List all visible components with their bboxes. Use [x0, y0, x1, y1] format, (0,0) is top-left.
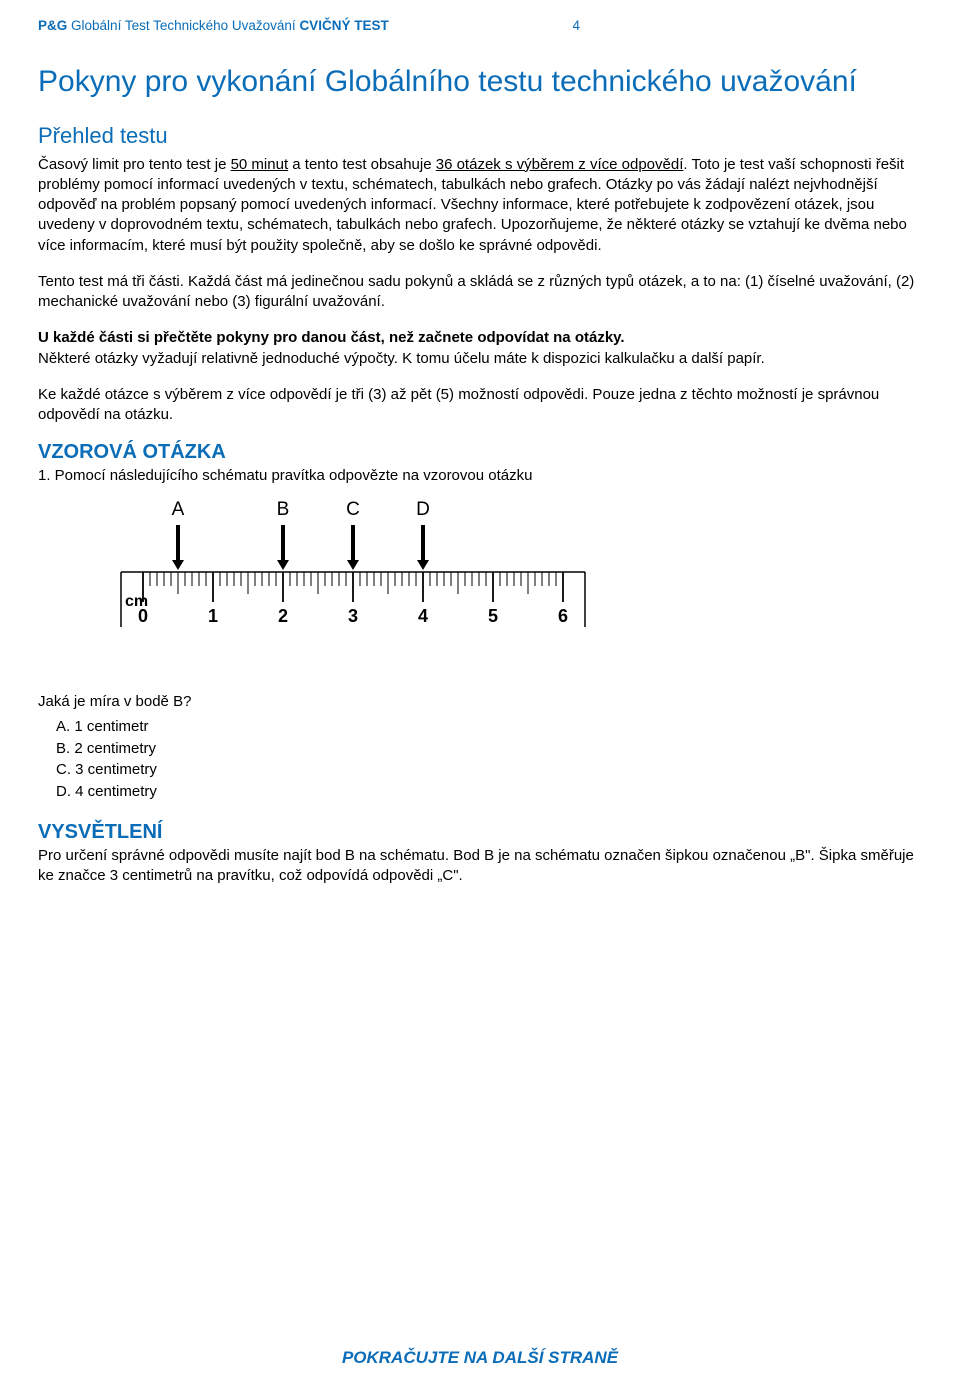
- intro-paragraph-2: Tento test má tři části. Každá část má j…: [38, 272, 922, 313]
- underline-questions: 36 otázek s výběrem z více odpovědí: [436, 156, 684, 173]
- sample-question: Jaká je míra v bodě B?: [38, 692, 922, 712]
- svg-text:D: D: [416, 499, 430, 520]
- explanation-text: Pro určení správné odpovědi musíte najít…: [38, 846, 922, 887]
- intro-paragraph-4: Ke každé otázce s výběrem z více odpověd…: [38, 385, 922, 426]
- answer-a: A. 1 centimetr: [56, 716, 922, 738]
- intro-paragraph-3: U každé části si přečtěte pokyny pro dan…: [38, 328, 922, 369]
- svg-text:1: 1: [208, 606, 218, 626]
- sample-heading: VZOROVÁ OTÁZKA: [38, 441, 922, 464]
- header-suffix: CVIČNÝ TEST: [299, 18, 388, 33]
- svg-text:C: C: [346, 499, 360, 520]
- svg-text:cm: cm: [125, 593, 148, 610]
- header-prefix: P&G: [38, 18, 67, 33]
- section-subtitle: Přehled testu: [38, 123, 922, 149]
- text-span: Časový limit pro tento test je: [38, 156, 231, 173]
- page-number: 4: [572, 18, 580, 33]
- explanation-heading: VYSVĚTLENÍ: [38, 821, 922, 844]
- svg-text:5: 5: [488, 606, 498, 626]
- header-mid: Globální Test Technického Uvažování: [71, 18, 296, 33]
- svg-text:2: 2: [278, 606, 288, 626]
- svg-text:A: A: [172, 499, 185, 520]
- svg-text:4: 4: [418, 606, 428, 626]
- ruler-diagram: 0123456cmABCD: [88, 497, 922, 647]
- answer-options: A. 1 centimetr B. 2 centimetry C. 3 cent…: [56, 716, 922, 803]
- text-span: Některé otázky vyžadují relativně jednod…: [38, 350, 765, 367]
- page-footer: POKRAČUJTE NA DALŠÍ STRANĚ: [38, 1348, 922, 1368]
- answer-d: D. 4 centimetry: [56, 781, 922, 803]
- intro-paragraph-1: Časový limit pro tento test je 50 minut …: [38, 155, 922, 256]
- sample-instruction: 1. Pomocí následujícího schématu pravítk…: [38, 466, 922, 486]
- text-span: a tento test obsahuje: [288, 156, 436, 173]
- answer-c: C. 3 centimetry: [56, 759, 922, 781]
- answer-b: B. 2 centimetry: [56, 738, 922, 760]
- page-header: P&G Globální Test Technického Uvažování …: [38, 18, 922, 33]
- underline-minutes: 50 minut: [231, 156, 289, 173]
- page-title: Pokyny pro vykonání Globálního testu tec…: [38, 63, 922, 101]
- svg-text:6: 6: [558, 606, 568, 626]
- svg-text:3: 3: [348, 606, 358, 626]
- bold-instruction: U každé části si přečtěte pokyny pro dan…: [38, 329, 625, 346]
- svg-text:B: B: [277, 499, 290, 520]
